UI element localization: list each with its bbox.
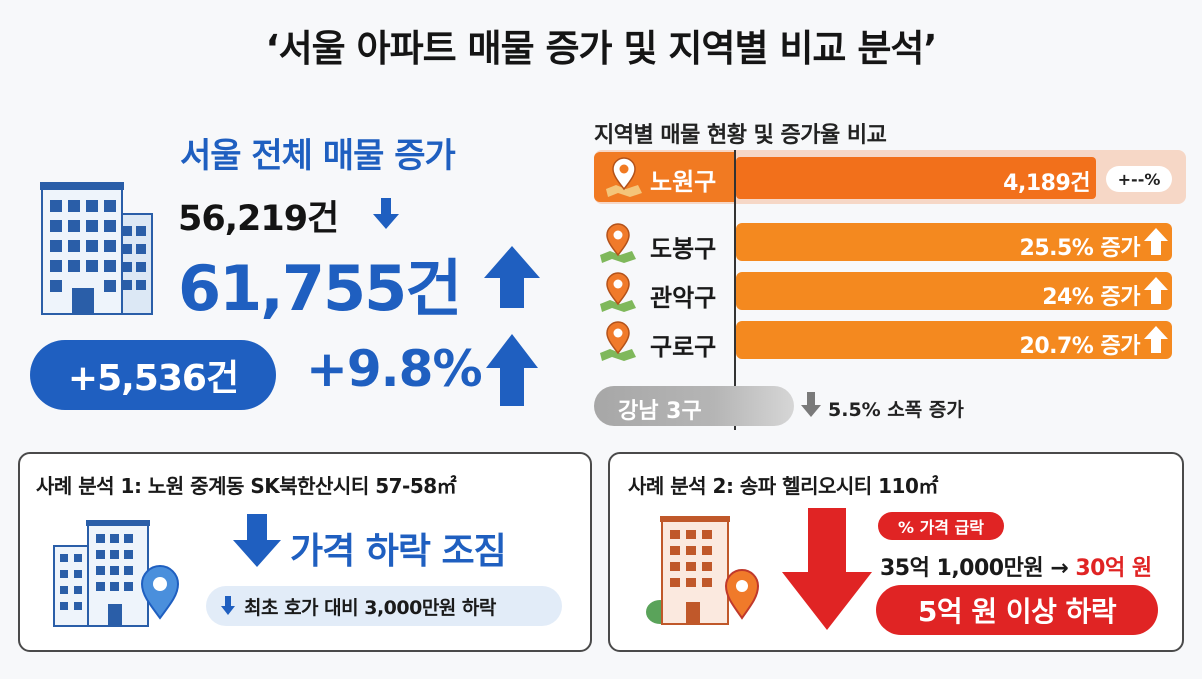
category-label-1: 도봉구 [650,235,717,263]
chart-axis [734,150,736,430]
price-before: 35억 1,000만원 → [880,556,1069,581]
location-pin-icon [598,223,638,267]
arrow-down-icon [782,508,872,630]
arrow-up-icon [1144,326,1168,358]
price-after: 30억 원 [1075,556,1152,581]
diff-badge: +5,536건 [30,340,276,410]
top-rate-chip: +--% [1106,166,1172,192]
apartment-building-icon [53,520,180,627]
chart-title: 지역별 매물 현황 및 증가율 비교 [594,123,887,148]
arrow-down-icon [221,596,235,615]
arrow-up-icon [486,334,538,406]
arrow-down-icon [233,514,281,567]
bar-1 [736,223,1172,261]
case1-note: 최초 호가 대비 3,000만원 하락 [244,596,496,619]
bar-gangnam [594,386,794,426]
category-label-gangnam: 강남 3구 [618,399,702,424]
previous-count: 56,219건 [178,199,339,239]
current-count: 61,755건 [178,252,462,325]
case2-badge: % 가격 급락 [878,512,1004,540]
arrow-down-icon [801,392,821,417]
bar-nowon [736,157,1096,199]
bar-value-label-2: 24% 증가 [1042,285,1140,310]
case2-prices: 35억 1,000만원 → 30억 원 [880,550,1152,582]
arrow-up-icon [1144,228,1168,260]
case1-note-pill: 최초 호가 대비 3,000만원 하락 [206,586,562,626]
page-title: ‘서울 아파트 매물 증가 및 지역별 비교 분석’ [265,27,938,70]
category-label-2: 관악구 [650,284,717,312]
bar-value-label-3: 20.7% 증가 [1019,334,1141,359]
growth-rate: +9.8% [306,340,483,398]
location-pin-icon [598,272,638,316]
arrow-up-icon [1144,277,1168,309]
case1-signal: 가격 하락 조짐 [290,531,507,572]
arrow-down-icon [373,198,399,229]
case2-drop-pill: 5억 원 이상 하락 [876,585,1158,635]
case1-title: 사례 분석 1: 노원 중계동 SK북한산시티 57-58㎡ [36,474,457,498]
bar-value-label-0: 4,189건 [1003,171,1090,196]
bar-2 [736,272,1172,310]
bar-3 [736,321,1172,359]
category-label-0: 노원구 [650,168,717,196]
arrow-up-icon [484,246,540,308]
case2-title: 사례 분석 2: 송파 헬리오시티 110㎡ [628,474,938,498]
apartment-building-icon [40,182,153,315]
gangnam-note: 5.5% 소폭 증가 [828,399,964,421]
bar-value-label-1: 25.5% 증가 [1019,236,1141,261]
location-pin-icon [604,157,644,201]
seoul-heading: 서울 전체 매물 증가 [180,136,456,176]
location-pin-icon [598,321,638,365]
apartment-building-icon [646,516,760,625]
category-label-3: 구로구 [650,333,717,361]
